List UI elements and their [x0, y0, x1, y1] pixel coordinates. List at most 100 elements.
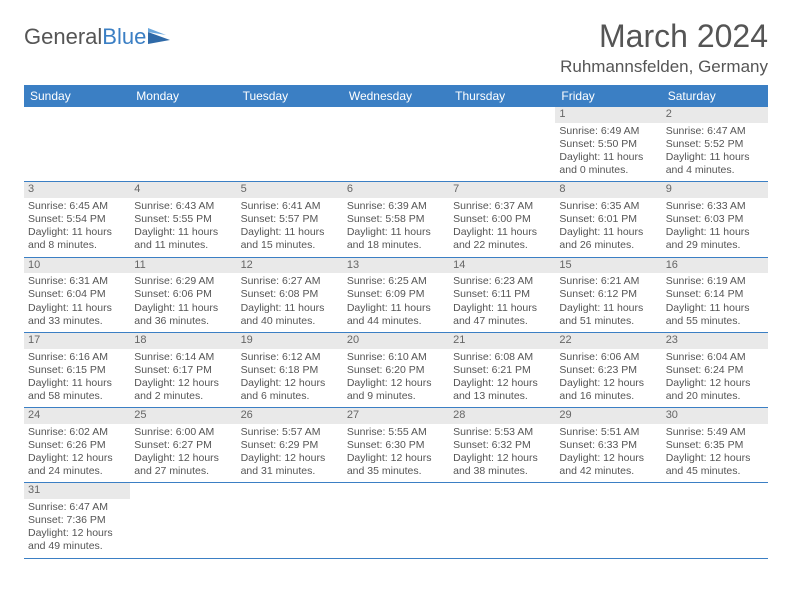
day-info-line: Daylight: 12 hours: [134, 377, 232, 390]
day-info-line: Daylight: 11 hours: [347, 302, 445, 315]
weekday-header: Wednesday: [343, 85, 449, 107]
day-info-line: Daylight: 12 hours: [453, 377, 551, 390]
day-number: 18: [130, 333, 236, 349]
day-number: 15: [555, 258, 661, 274]
day-info-line: and 0 minutes.: [559, 164, 657, 177]
day-number: 23: [662, 333, 768, 349]
day-info-line: Daylight: 12 hours: [453, 452, 551, 465]
calendar-day-cell: 10Sunrise: 6:31 AMSunset: 6:04 PMDayligh…: [24, 257, 130, 332]
day-info-line: Sunrise: 6:08 AM: [453, 351, 551, 364]
day-info-line: Daylight: 11 hours: [28, 226, 126, 239]
calendar-day-cell: 12Sunrise: 6:27 AMSunset: 6:08 PMDayligh…: [237, 257, 343, 332]
logo-text-general: General: [24, 24, 102, 50]
calendar-day-cell: 21Sunrise: 6:08 AMSunset: 6:21 PMDayligh…: [449, 332, 555, 407]
day-info-line: Daylight: 12 hours: [559, 452, 657, 465]
weekday-header: Sunday: [24, 85, 130, 107]
day-info-line: Sunrise: 6:47 AM: [28, 501, 126, 514]
day-info-line: Daylight: 12 hours: [666, 452, 764, 465]
day-info-line: Daylight: 12 hours: [134, 452, 232, 465]
calendar-day-cell: [449, 483, 555, 558]
day-info-line: Sunset: 6:20 PM: [347, 364, 445, 377]
calendar-day-cell: 18Sunrise: 6:14 AMSunset: 6:17 PMDayligh…: [130, 332, 236, 407]
day-info-line: Sunset: 6:26 PM: [28, 439, 126, 452]
day-info-line: and 55 minutes.: [666, 315, 764, 328]
day-number: 29: [555, 408, 661, 424]
day-info-line: Sunrise: 6:45 AM: [28, 200, 126, 213]
day-info-line: Sunset: 6:23 PM: [559, 364, 657, 377]
calendar-day-cell: 15Sunrise: 6:21 AMSunset: 6:12 PMDayligh…: [555, 257, 661, 332]
day-number: 8: [555, 182, 661, 198]
day-info-line: Daylight: 11 hours: [134, 302, 232, 315]
calendar-day-cell: 22Sunrise: 6:06 AMSunset: 6:23 PMDayligh…: [555, 332, 661, 407]
day-number: 19: [237, 333, 343, 349]
day-info-line: Daylight: 11 hours: [28, 302, 126, 315]
day-number: 14: [449, 258, 555, 274]
calendar-day-cell: [662, 483, 768, 558]
day-info-line: and 58 minutes.: [28, 390, 126, 403]
day-info-line: and 18 minutes.: [347, 239, 445, 252]
calendar-day-cell: 8Sunrise: 6:35 AMSunset: 6:01 PMDaylight…: [555, 182, 661, 257]
day-number: 26: [237, 408, 343, 424]
day-info-line: Sunrise: 6:06 AM: [559, 351, 657, 364]
weekday-header: Thursday: [449, 85, 555, 107]
day-info-line: Sunrise: 5:55 AM: [347, 426, 445, 439]
day-info-line: Sunrise: 6:37 AM: [453, 200, 551, 213]
calendar-table: SundayMondayTuesdayWednesdayThursdayFrid…: [24, 85, 768, 559]
day-info-line: Daylight: 11 hours: [241, 226, 339, 239]
day-info-line: Sunset: 5:54 PM: [28, 213, 126, 226]
day-info-line: and 31 minutes.: [241, 465, 339, 478]
day-info-line: Daylight: 12 hours: [347, 452, 445, 465]
day-info-line: Daylight: 11 hours: [347, 226, 445, 239]
calendar-week-row: 24Sunrise: 6:02 AMSunset: 6:26 PMDayligh…: [24, 408, 768, 483]
calendar-day-cell: 1Sunrise: 6:49 AMSunset: 5:50 PMDaylight…: [555, 107, 661, 182]
day-info-line: Sunrise: 6:25 AM: [347, 275, 445, 288]
day-number: 5: [237, 182, 343, 198]
day-info-line: Sunset: 6:04 PM: [28, 288, 126, 301]
day-info-line: Sunrise: 6:02 AM: [28, 426, 126, 439]
day-info-line: Sunset: 5:55 PM: [134, 213, 232, 226]
day-info-line: and 20 minutes.: [666, 390, 764, 403]
day-number: 30: [662, 408, 768, 424]
day-info-line: Sunrise: 6:16 AM: [28, 351, 126, 364]
day-info-line: Sunset: 6:14 PM: [666, 288, 764, 301]
day-info-line: Sunset: 6:35 PM: [666, 439, 764, 452]
calendar-day-cell: 20Sunrise: 6:10 AMSunset: 6:20 PMDayligh…: [343, 332, 449, 407]
day-number: 22: [555, 333, 661, 349]
day-info-line: and 33 minutes.: [28, 315, 126, 328]
day-number: 3: [24, 182, 130, 198]
day-info-line: and 38 minutes.: [453, 465, 551, 478]
calendar-day-cell: 7Sunrise: 6:37 AMSunset: 6:00 PMDaylight…: [449, 182, 555, 257]
day-info-line: and 35 minutes.: [347, 465, 445, 478]
day-info-line: and 36 minutes.: [134, 315, 232, 328]
day-info-line: and 22 minutes.: [453, 239, 551, 252]
calendar-day-cell: 13Sunrise: 6:25 AMSunset: 6:09 PMDayligh…: [343, 257, 449, 332]
day-info-line: Sunrise: 6:27 AM: [241, 275, 339, 288]
day-info-line: Sunset: 6:09 PM: [347, 288, 445, 301]
day-info-line: Daylight: 11 hours: [559, 226, 657, 239]
day-number: 11: [130, 258, 236, 274]
day-info-line: Sunrise: 5:49 AM: [666, 426, 764, 439]
day-info-line: Sunrise: 6:33 AM: [666, 200, 764, 213]
calendar-day-cell: 29Sunrise: 5:51 AMSunset: 6:33 PMDayligh…: [555, 408, 661, 483]
calendar-day-cell: 5Sunrise: 6:41 AMSunset: 5:57 PMDaylight…: [237, 182, 343, 257]
day-info-line: Sunset: 6:21 PM: [453, 364, 551, 377]
day-info-line: Sunrise: 6:31 AM: [28, 275, 126, 288]
day-info-line: Sunrise: 6:04 AM: [666, 351, 764, 364]
day-info-line: Daylight: 12 hours: [28, 527, 126, 540]
day-number: 25: [130, 408, 236, 424]
day-info-line: Sunrise: 6:39 AM: [347, 200, 445, 213]
calendar-day-cell: 26Sunrise: 5:57 AMSunset: 6:29 PMDayligh…: [237, 408, 343, 483]
day-info-line: Daylight: 12 hours: [241, 377, 339, 390]
day-info-line: and 40 minutes.: [241, 315, 339, 328]
day-info-line: Sunset: 5:57 PM: [241, 213, 339, 226]
calendar-day-cell: 19Sunrise: 6:12 AMSunset: 6:18 PMDayligh…: [237, 332, 343, 407]
day-number: 17: [24, 333, 130, 349]
calendar-day-cell: [237, 483, 343, 558]
location: Ruhmannsfelden, Germany: [560, 57, 768, 77]
day-info-line: and 42 minutes.: [559, 465, 657, 478]
calendar-day-cell: 31Sunrise: 6:47 AMSunset: 7:36 PMDayligh…: [24, 483, 130, 558]
day-info-line: and 49 minutes.: [28, 540, 126, 553]
title-block: March 2024 Ruhmannsfelden, Germany: [560, 18, 768, 77]
day-info-line: Sunset: 6:24 PM: [666, 364, 764, 377]
calendar-body: 1Sunrise: 6:49 AMSunset: 5:50 PMDaylight…: [24, 107, 768, 558]
